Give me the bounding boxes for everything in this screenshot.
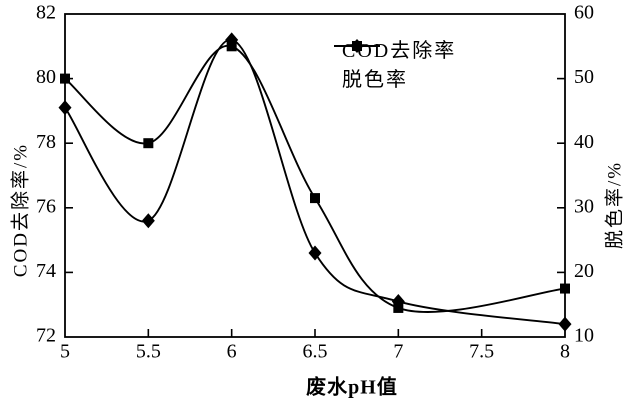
decolorization-diamond-marker	[141, 213, 155, 229]
x-tick-label: 5	[60, 341, 70, 363]
decolorization-diamond-marker	[558, 316, 572, 332]
x-tick-label: 5.5	[136, 341, 161, 363]
right-axis-tick-label: 40	[574, 131, 594, 153]
left-axis-tick-label: 76	[36, 195, 56, 217]
decolorization-series-line	[64, 38, 566, 326]
cod-removal-square-marker	[310, 193, 320, 204]
legend-item-decolorization: 脱色率	[334, 39, 456, 92]
right-axis-tick-label: 20	[574, 260, 594, 282]
left-axis-tick-label: 72	[36, 325, 56, 347]
x-tick-label: 7	[393, 341, 403, 363]
decolorization-diamond-marker	[391, 293, 405, 309]
left-axis-tick-label: 74	[36, 260, 56, 282]
cod-removal-square-marker	[60, 73, 70, 84]
right-axis-tick-label: 30	[574, 195, 594, 217]
cod-removal-series-line	[64, 45, 566, 313]
x-axis-title: 废水pH值	[306, 376, 398, 399]
right-axis-title: 脱色率/%	[604, 160, 626, 250]
right-axis-tick-label: 50	[574, 66, 594, 88]
legend-label-decolorization: 脱色率	[342, 68, 408, 91]
cod-removal-square-marker	[143, 138, 154, 149]
decolorization-diamond-marker	[308, 245, 322, 261]
chart-legend: COD去除率 脱色率	[334, 38, 456, 92]
right-axis-tick-label: 10	[574, 325, 594, 347]
x-tick-label: 8	[560, 341, 570, 363]
decolorization-diamond-marker	[58, 100, 72, 116]
cod-removal-square-marker	[560, 283, 570, 294]
diamond-line-marker-icon	[334, 39, 380, 53]
x-tick-label: 6	[227, 341, 237, 363]
decolorization-diamond-marker	[225, 32, 239, 48]
left-axis-tick-label: 78	[36, 131, 56, 153]
right-axis-tick-label: 60	[574, 2, 594, 24]
left-axis-tick-label: 82	[36, 2, 56, 24]
x-tick-label: 6.5	[303, 341, 328, 363]
left-axis-tick-label: 80	[36, 66, 56, 88]
x-tick-label: 7.5	[469, 341, 494, 363]
left-axis-title: COD去除率/%	[10, 142, 32, 278]
plot-frame	[64, 13, 566, 338]
